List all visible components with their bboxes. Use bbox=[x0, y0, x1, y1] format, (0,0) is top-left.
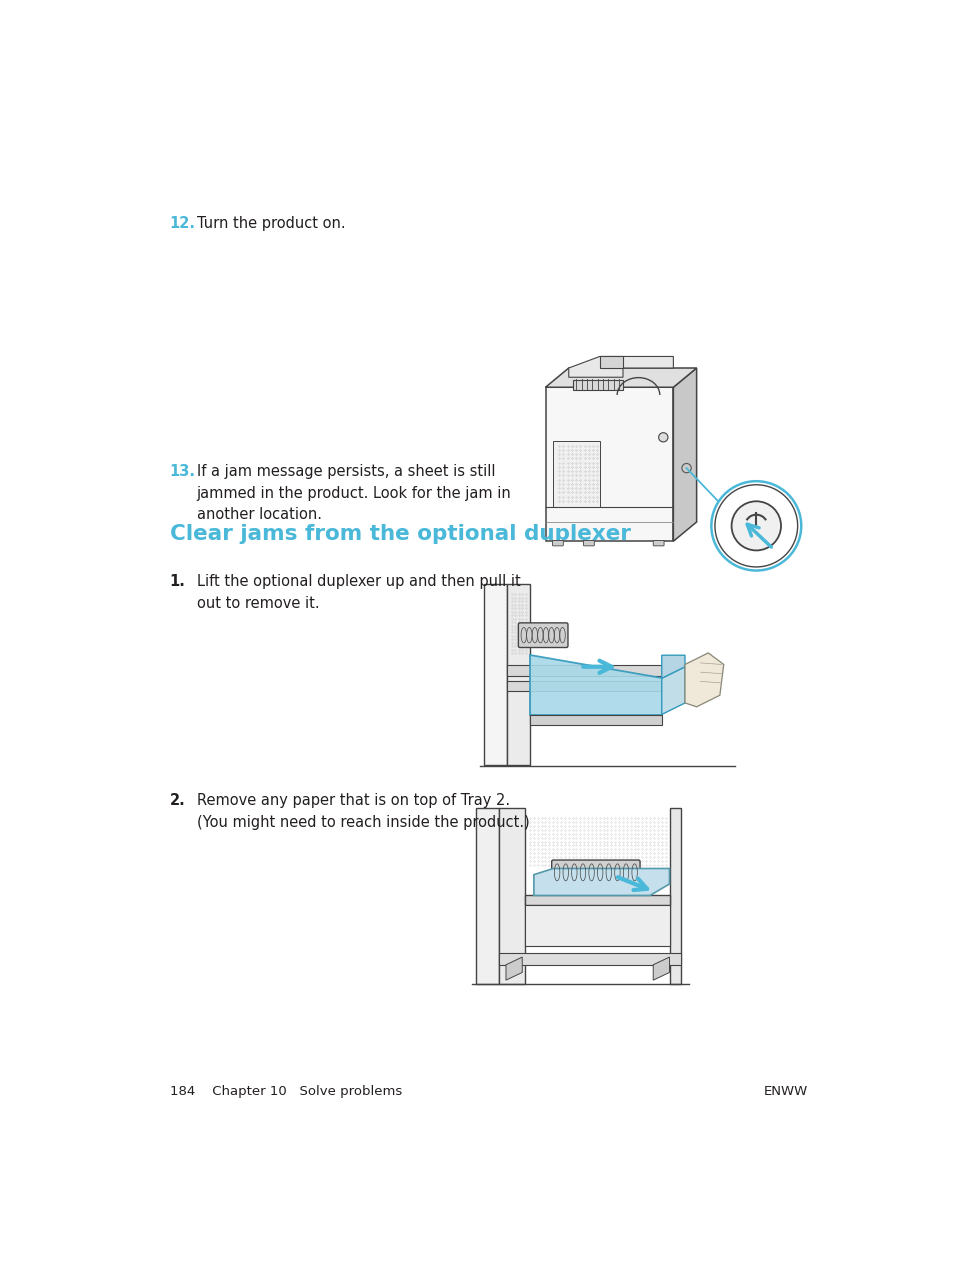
Polygon shape bbox=[505, 958, 521, 980]
Polygon shape bbox=[530, 715, 661, 724]
Polygon shape bbox=[661, 667, 684, 715]
Polygon shape bbox=[534, 869, 669, 895]
FancyBboxPatch shape bbox=[583, 541, 594, 546]
Text: If a jam message persists, a sheet is still
jammed in the product. Look for the : If a jam message persists, a sheet is st… bbox=[196, 465, 511, 522]
Polygon shape bbox=[661, 655, 684, 678]
Text: 12.: 12. bbox=[170, 216, 195, 231]
Polygon shape bbox=[568, 357, 673, 377]
Polygon shape bbox=[545, 387, 673, 541]
Polygon shape bbox=[506, 584, 530, 765]
Polygon shape bbox=[498, 809, 524, 984]
Polygon shape bbox=[669, 809, 680, 984]
Polygon shape bbox=[476, 809, 498, 984]
Text: 1.: 1. bbox=[170, 574, 185, 589]
Circle shape bbox=[681, 464, 691, 472]
Text: Turn the product on.: Turn the product on. bbox=[196, 216, 345, 231]
Text: Lift the optional duplexer up and then pull it
out to remove it.: Lift the optional duplexer up and then p… bbox=[196, 574, 520, 611]
Text: Clear jams from the optional duplexer: Clear jams from the optional duplexer bbox=[170, 523, 630, 544]
FancyBboxPatch shape bbox=[552, 541, 562, 546]
Text: 184    Chapter 10   Solve problems: 184 Chapter 10 Solve problems bbox=[170, 1085, 401, 1099]
Text: ENWW: ENWW bbox=[763, 1085, 807, 1099]
Text: 13.: 13. bbox=[170, 465, 195, 479]
Polygon shape bbox=[684, 653, 723, 707]
Polygon shape bbox=[599, 357, 622, 368]
Polygon shape bbox=[545, 368, 696, 387]
FancyBboxPatch shape bbox=[517, 622, 567, 648]
Polygon shape bbox=[572, 380, 622, 390]
Polygon shape bbox=[524, 895, 669, 906]
Polygon shape bbox=[498, 954, 680, 965]
Text: 2.: 2. bbox=[170, 792, 185, 808]
Polygon shape bbox=[506, 665, 688, 676]
Polygon shape bbox=[506, 681, 688, 691]
Polygon shape bbox=[483, 584, 506, 765]
Circle shape bbox=[711, 481, 801, 570]
Polygon shape bbox=[673, 368, 696, 541]
FancyBboxPatch shape bbox=[653, 541, 663, 546]
Polygon shape bbox=[530, 655, 661, 715]
FancyBboxPatch shape bbox=[553, 441, 599, 507]
Polygon shape bbox=[653, 958, 669, 980]
FancyBboxPatch shape bbox=[551, 860, 639, 885]
Polygon shape bbox=[524, 906, 669, 945]
Circle shape bbox=[731, 502, 781, 550]
Text: Remove any paper that is on top of Tray 2.
(You might need to reach inside the p: Remove any paper that is on top of Tray … bbox=[196, 792, 529, 829]
Circle shape bbox=[658, 433, 667, 442]
